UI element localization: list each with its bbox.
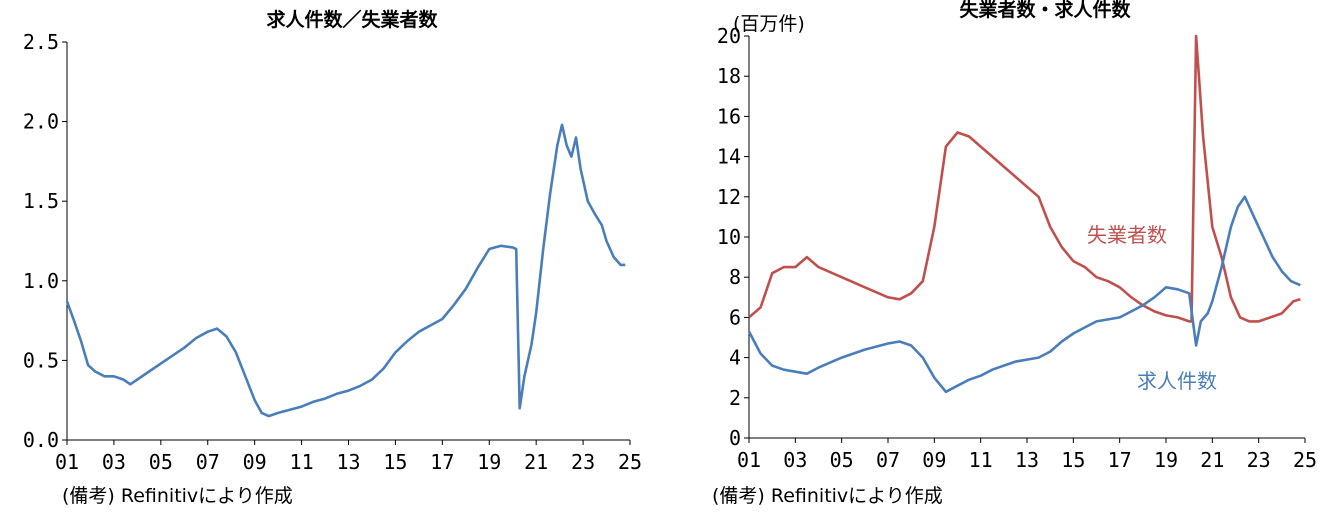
x-tick-label: 05 [830,448,854,472]
x-tick-label: 19 [477,450,501,474]
series-line-2 [747,195,1301,394]
x-tick-label: 19 [1154,448,1178,472]
x-tick-label: 15 [383,450,407,474]
x-tick-label: 21 [1200,448,1224,472]
x-tick-label: 23 [571,450,595,474]
x-tick-label: 09 [243,450,267,474]
y-tick-label: 1.0 [23,269,59,293]
y-tick-label: 0 [729,426,741,450]
x-tick-label: 17 [1108,448,1132,472]
y-tick-label: 2 [729,386,741,410]
x-tick-label: 17 [430,450,454,474]
x-tick-label: 25 [1293,448,1317,472]
series-line [65,123,626,418]
x-tick-label: 07 [196,450,220,474]
x-tick-label: 01 [55,450,79,474]
series-line-1 [748,34,1301,323]
y-tick-label: 10 [717,225,741,249]
y-tick-label: 12 [717,185,741,209]
y-tick-label: 2.5 [23,30,59,54]
x-tick-label: 11 [969,448,993,472]
x-tick-label: 21 [524,450,548,474]
x-tick-label: 25 [618,450,642,474]
x-tick-label: 13 [1015,448,1039,472]
y-tick-label: 18 [717,64,741,88]
y-tick-label: 8 [729,265,741,289]
y-tick-label: 4 [729,346,741,370]
x-tick-label: 15 [1061,448,1085,472]
x-tick-label: 03 [102,450,126,474]
y-tick-label: 6 [729,305,741,329]
chart-title: 求人件数／失業者数 [266,8,438,31]
ratio-chart: 求人件数／失業者数 0.0 0.5 1.0 1.5 2.0 2.5 01 03 05 07 09 11 1… [23,8,642,507]
y-tick-label: 0.0 [23,428,59,452]
x-tick-label: 09 [922,448,946,472]
y-tick-label: 2.0 [23,110,59,134]
x-tick-label: 23 [1247,448,1271,472]
x-tick-label: 01 [737,448,761,472]
y-tick-label: 16 [717,104,741,128]
x-tick-label: 11 [290,450,314,474]
y-tick-label: 14 [717,145,741,169]
x-tick-label: 03 [783,448,807,472]
x-tick-label: 05 [149,450,173,474]
y-tick-label: 20 [717,24,741,48]
series-label: 失業者数 [1087,223,1167,247]
chart-title: 失業者数・求人件数 [959,0,1131,21]
y-tick-label: 1.5 [23,189,59,213]
x-tick-label: 07 [876,448,900,472]
y-unit-label: (百万件) [733,13,805,35]
source-note: (備考) Refinitivにより作成 [712,485,943,507]
x-tick-label: 13 [336,450,360,474]
y-tick-label: 0.5 [23,348,59,372]
source-note: (備考) Refinitivにより作成 [62,485,293,507]
series-label: 求人件数 [1137,369,1217,393]
